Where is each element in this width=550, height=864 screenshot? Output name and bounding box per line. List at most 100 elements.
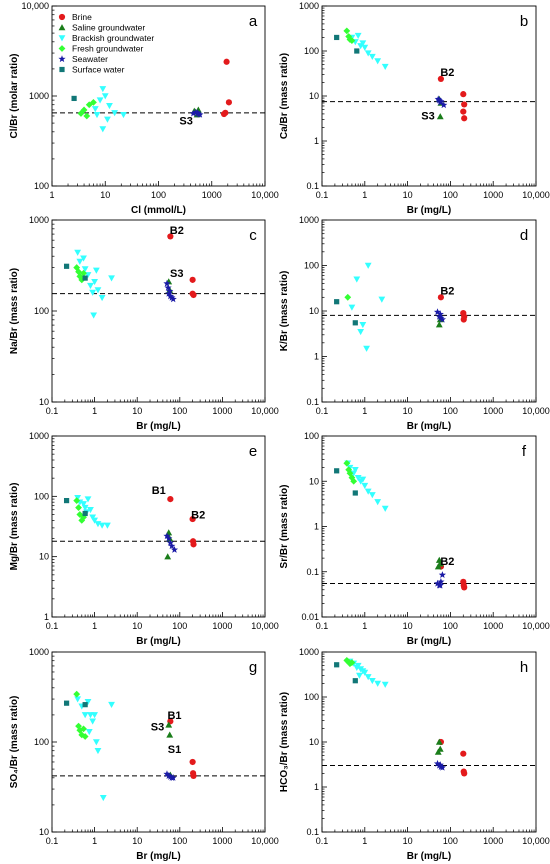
series-fresh — [343, 459, 358, 485]
series-brine — [437, 294, 468, 323]
x-tick-label: 100 — [443, 836, 458, 846]
point-seawater — [437, 577, 445, 585]
point-brackish — [94, 287, 102, 294]
x-tick-label: 10 — [132, 406, 142, 416]
y-tick-label: 100 — [304, 261, 319, 271]
point-fresh — [80, 725, 87, 733]
point-seawater — [437, 314, 445, 322]
panel-d: 0.1 1 10 100 1000 10,000 0.1 1 10 100 1000 Br (mg/L… — [279, 215, 550, 432]
x-tick-label: 10 — [403, 836, 413, 846]
point-brackish — [91, 712, 98, 719]
point-seawater — [438, 763, 447, 771]
point-brackish — [106, 102, 113, 110]
x-tick-label: 1 — [49, 190, 54, 200]
y-tick-label: 1 — [314, 136, 319, 146]
x-tick-label: 0.1 — [316, 406, 329, 416]
point-brackish — [348, 304, 356, 311]
series-brine — [220, 58, 233, 118]
point-brackish — [361, 482, 369, 490]
point-fresh — [80, 269, 87, 277]
point-brackish — [74, 696, 82, 703]
point-brackish — [81, 266, 89, 273]
series-fresh — [343, 657, 356, 668]
point-brine — [460, 750, 467, 757]
series-fresh — [343, 27, 356, 45]
panel-h: 0.1 1 10 100 1000 10,000 0.1 1 10 100 1000 Br (mg/L… — [279, 647, 550, 862]
series-brackish — [91, 86, 127, 133]
point-brackish — [99, 86, 107, 93]
point-brackish — [99, 126, 107, 133]
y-axis-label: Ca/Br (mass ratio) — [279, 53, 290, 139]
y-tick-label: 100 — [34, 491, 49, 501]
legend-label-fresh: Fresh groundwater — [72, 44, 144, 54]
point-brackish — [108, 701, 115, 709]
point-brackish — [91, 517, 98, 524]
point-brine — [461, 584, 468, 591]
panel-g: 0.1 1 10 100 1000 10,000 10 100 1000 Br (mg/L) SO₄… — [9, 647, 279, 862]
x-tick-label: 10,000 — [251, 190, 279, 200]
point-seawater — [163, 279, 171, 287]
point-brackish — [354, 662, 362, 669]
point-brackish — [104, 522, 111, 529]
x-axis-label: Br (mg/L) — [407, 851, 451, 862]
y-tick-label: 0.1 — [306, 181, 319, 191]
point-brackish — [94, 748, 102, 755]
series-seawater — [189, 108, 204, 118]
panel-a: 1 10 100 1000 10,000 100 1000 10,000 Cl (mmol/L)… — [9, 1, 279, 216]
point-seawater — [169, 295, 177, 303]
point-brine — [167, 495, 174, 503]
series-surface — [334, 299, 358, 326]
series-seawater — [433, 571, 447, 589]
point-brackish — [74, 494, 82, 502]
point-fresh — [343, 27, 351, 35]
point-fresh — [78, 276, 86, 284]
y-tick-label: 10,000 — [21, 1, 49, 11]
point-brine — [461, 101, 468, 108]
panel-letter: d — [520, 227, 528, 244]
point-brackish — [87, 506, 94, 514]
series-fresh — [77, 98, 97, 120]
series-saline — [434, 556, 444, 570]
point-brackish — [381, 681, 389, 688]
series-saline — [434, 738, 444, 755]
point-brackish — [364, 488, 372, 495]
x-axis-label: Br (mg/L) — [407, 636, 451, 647]
point-brine — [461, 770, 468, 777]
series-brackish — [348, 262, 386, 352]
point-brackish — [81, 504, 89, 512]
sample-annotation: B1 — [167, 710, 181, 722]
series-brine — [167, 495, 197, 548]
x-tick-label: 10 — [100, 190, 110, 200]
x-tick-label: 10,000 — [522, 406, 550, 416]
y-tick-label: 0.1 — [306, 567, 319, 577]
point-brine — [167, 233, 174, 240]
point-surface — [354, 48, 360, 54]
point-brine — [189, 290, 196, 297]
point-brine — [437, 75, 445, 82]
x-tick-label: 0.1 — [46, 836, 59, 846]
point-brine — [437, 294, 445, 301]
point-brackish — [364, 674, 372, 681]
point-brackish — [361, 44, 369, 51]
point-fresh — [343, 459, 351, 467]
panel-letter: b — [520, 13, 528, 30]
point-brine — [189, 515, 196, 523]
point-fresh — [73, 264, 81, 271]
y-axis-label: K/Br (mass ratio) — [279, 271, 290, 352]
point-saline — [164, 553, 172, 560]
series-brackish — [74, 696, 115, 802]
y-axis-label: HCO₃/Br (mass ratio) — [279, 692, 290, 792]
point-brackish — [76, 258, 84, 265]
point-brackish — [89, 289, 97, 296]
series-surface — [334, 662, 358, 684]
point-brine — [460, 108, 467, 115]
legend-marker-brackish — [58, 35, 66, 42]
point-brackish — [381, 505, 389, 512]
point-surface — [334, 468, 340, 474]
point-brackish — [98, 294, 106, 302]
point-brackish — [108, 275, 115, 282]
point-brackish — [354, 32, 362, 39]
series-brine — [437, 75, 468, 122]
